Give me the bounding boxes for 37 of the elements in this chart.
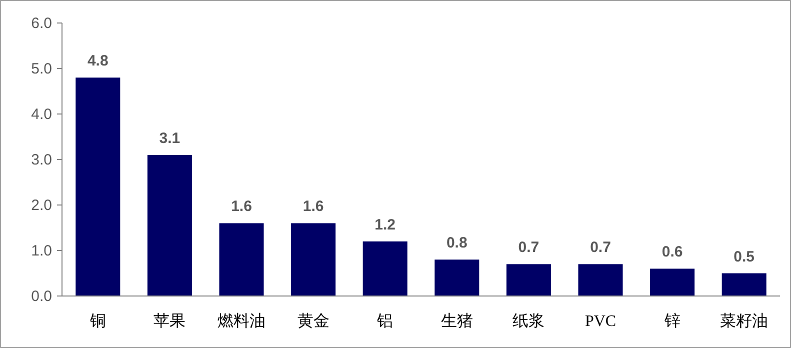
data-label: 0.6 [662, 244, 683, 261]
y-tick-label: 6.0 [31, 15, 52, 32]
bar [76, 78, 120, 296]
x-tick-label: 铝 [376, 313, 394, 330]
x-tick-label: 生猪 [440, 312, 473, 330]
data-label: 4.8 [87, 52, 108, 70]
data-label: 1.6 [231, 198, 252, 216]
bar [219, 223, 264, 296]
x-tick-label: 锌 [663, 312, 680, 330]
x-tick-label: 苹果 [154, 312, 186, 330]
data-label: 0.5 [734, 248, 755, 266]
data-label: 1.2 [374, 216, 396, 234]
y-tick-label: 4.0 [31, 106, 52, 123]
bar [434, 260, 480, 296]
bar [147, 154, 192, 296]
y-tick-label: 5.0 [31, 60, 52, 78]
y-tick-label: 3.0 [31, 152, 52, 168]
data-label: 0.8 [446, 234, 468, 252]
bar [506, 264, 551, 296]
y-tick-label: 0.0 [31, 288, 52, 305]
x-tick-label: 铜 [88, 313, 106, 330]
x-tick-label: 燃料油 [218, 312, 266, 330]
data-label: 0.7 [518, 239, 540, 256]
y-tick-label: 1.0 [31, 242, 52, 260]
y-tick-label: 2.0 [31, 197, 52, 214]
x-tick-label: PVC [584, 313, 616, 330]
bar [362, 241, 408, 296]
bar [722, 273, 766, 296]
x-tick-label: 黄金 [297, 312, 330, 330]
data-label: 3.1 [159, 130, 180, 147]
bar [291, 223, 336, 296]
x-tick-label: 菜籽油 [720, 312, 768, 330]
bar [650, 268, 695, 296]
bar [578, 264, 623, 296]
data-label: 1.6 [302, 198, 324, 216]
x-tick-label: 纸浆 [512, 313, 545, 330]
data-label: 0.7 [590, 239, 611, 256]
